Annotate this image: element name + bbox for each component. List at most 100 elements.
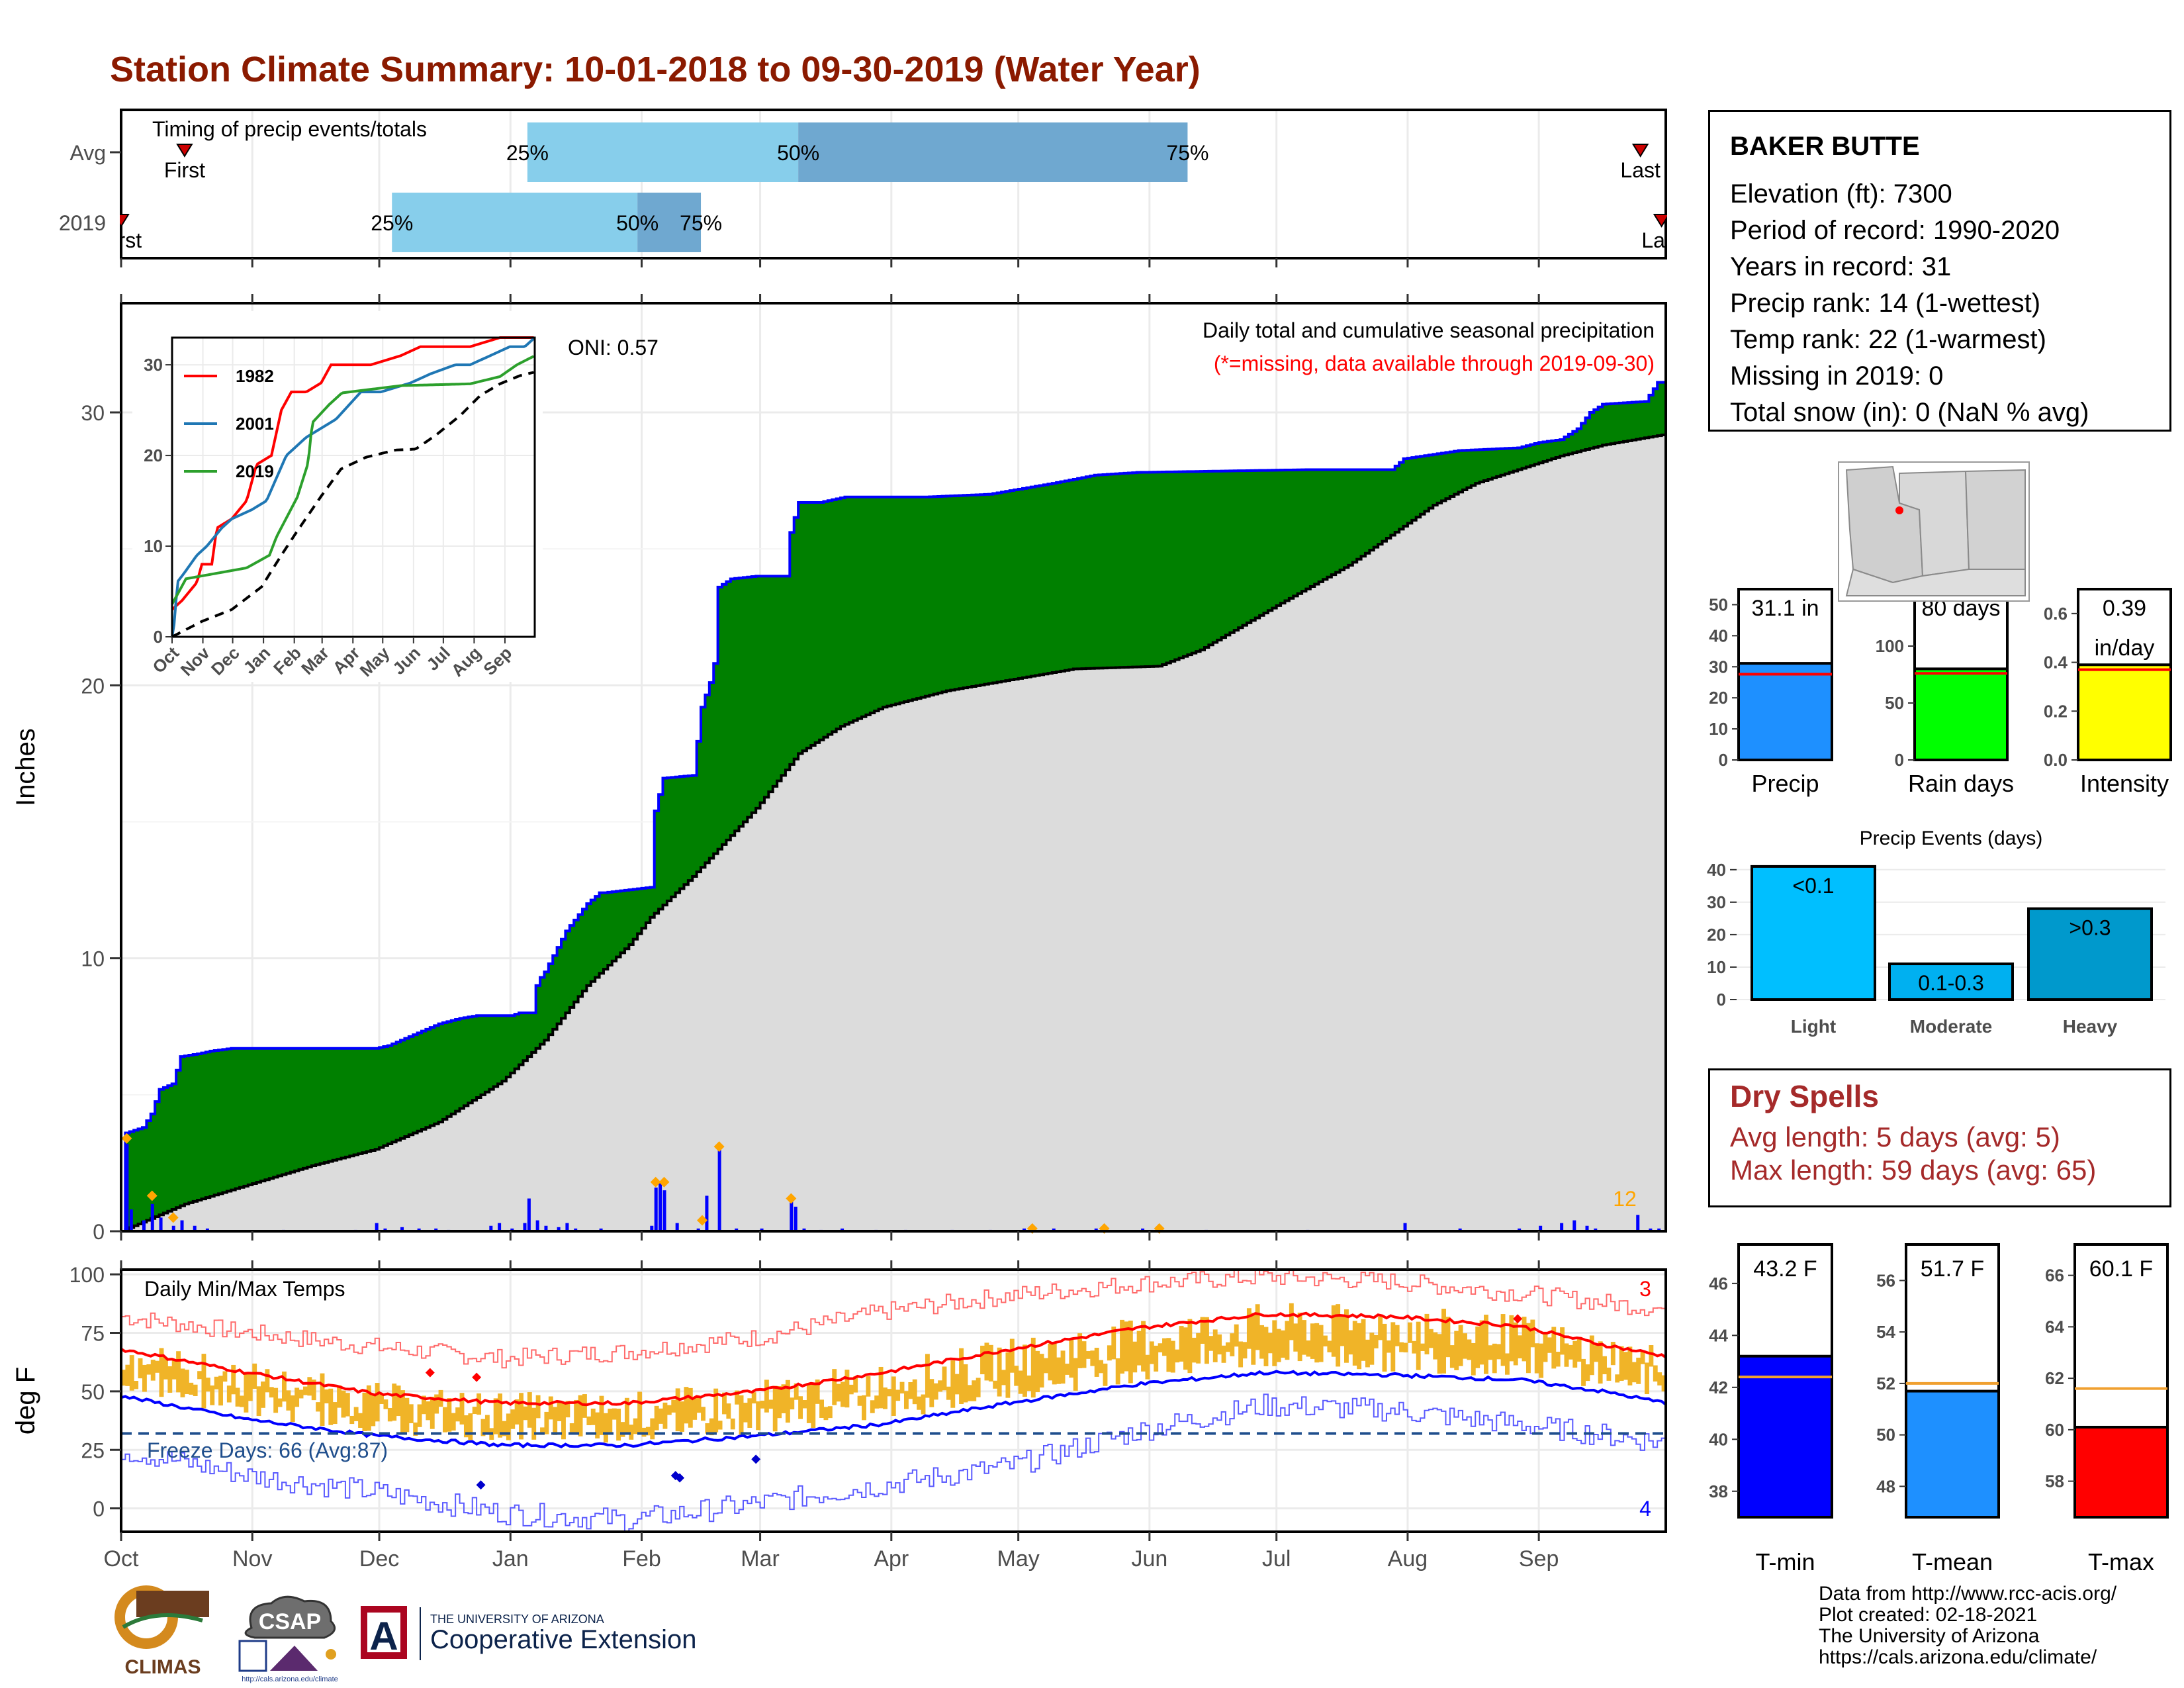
daily-temp-bar [1208, 1336, 1214, 1351]
daily-temp-bar [1361, 1319, 1366, 1361]
daily-precip-bar [1560, 1223, 1564, 1231]
daily-temp-bar [1039, 1354, 1044, 1388]
temps-x-tick-label: May [997, 1546, 1040, 1571]
summary-y-tick-label: 60 [2045, 1420, 2064, 1440]
daily-temp-bar [1145, 1354, 1150, 1380]
daily-temp-bar [1035, 1350, 1040, 1393]
daily-precip-bar [1636, 1215, 1640, 1231]
daily-temp-bar [666, 1405, 672, 1415]
daily-temp-bar [1352, 1321, 1357, 1366]
inset-legend-label: 1982 [236, 366, 274, 386]
credit-plot-created: Plot created: 02-18-2021 [1819, 1604, 2038, 1626]
daily-precip-bar [696, 1228, 700, 1231]
daily-temp-bar [1327, 1340, 1332, 1352]
timing-bar-25-50 [527, 122, 799, 182]
daily-temp-bar [1191, 1337, 1197, 1363]
daily-temp-bar [967, 1385, 972, 1401]
station-temp-rank: Temp rank: 22 (1-warmest) [1730, 325, 2046, 354]
daily-temp-bar [1230, 1333, 1235, 1356]
daily-temp-bar [1594, 1345, 1599, 1362]
precip-frame [120, 302, 1667, 1233]
daily-temp-bar [696, 1397, 702, 1413]
daily-temp-bar [1458, 1325, 1463, 1366]
events-bar-heavy [2027, 907, 2153, 1001]
daily-temp-bar [870, 1400, 875, 1413]
summary-name-label: Intensity [2080, 770, 2169, 797]
daily-temp-bar [1598, 1341, 1603, 1384]
daily-temp-bar [514, 1399, 520, 1425]
daily-temp-bar [1373, 1335, 1379, 1348]
ua-cooperative-extension-logo: A THE UNIVERSITY OF ARIZONA Cooperative … [357, 1601, 741, 1667]
summary-value-label: 0.39 [2103, 596, 2146, 621]
daily-precip-bar [1657, 1228, 1661, 1231]
daily-temp-bar [984, 1342, 989, 1381]
summary-name-label: T-mean [1912, 1548, 1993, 1575]
daily-temp-bar [680, 1401, 684, 1432]
daily-temp-bar [1564, 1343, 1569, 1367]
daily-temp-bar [417, 1404, 422, 1427]
daily-temp-bar [1225, 1342, 1230, 1352]
daily-temp-bar [848, 1384, 854, 1395]
daily-precip-bar [400, 1227, 404, 1231]
daily-temp-bar [917, 1396, 922, 1410]
daily-temp-bar [1525, 1323, 1531, 1374]
daily-temp-bar [950, 1360, 956, 1408]
daily-temp-bar [1407, 1322, 1412, 1343]
daily-precip-bar [523, 1223, 527, 1231]
daily-temp-bar [1576, 1336, 1582, 1362]
events-bar-light [1751, 865, 1876, 1002]
timing-bar-50-75 [637, 193, 702, 252]
summary-value-bar [1913, 667, 2009, 762]
daily-temp-bar [1069, 1339, 1074, 1378]
daily-temp-bar [1221, 1345, 1226, 1363]
precip-subtitle: (*=missing, data available through 2019-… [1214, 352, 1655, 375]
daily-temp-bar [891, 1376, 896, 1417]
daily-temp-bar [1048, 1343, 1053, 1381]
summary-value-label-2: in/day [2095, 635, 2155, 661]
daily-temp-bar [125, 1364, 130, 1386]
precip-title: Daily total and cumulative seasonal prec… [1203, 318, 1655, 342]
daily-temp-bar [1513, 1322, 1518, 1366]
daily-temp-bar [197, 1371, 202, 1380]
temps-x-tick-label: Aug [1388, 1546, 1428, 1571]
daily-temp-bar [688, 1387, 693, 1428]
daily-temp-bar [827, 1406, 833, 1419]
events-y-tick-label: 40 [1707, 860, 1726, 880]
daily-temp-bar [1336, 1304, 1341, 1367]
daily-temp-bar [371, 1395, 376, 1427]
daily-temp-bar [1399, 1342, 1404, 1352]
timing-bar-50-75 [798, 122, 1188, 182]
inset-line-2001 [171, 337, 535, 637]
daily-temp-bar [790, 1397, 795, 1410]
daily-temp-bar [735, 1390, 740, 1405]
daily-precip-bar [159, 1217, 163, 1231]
summary-y-tick-label: 44 [1709, 1325, 1728, 1345]
daily-temp-bar [1204, 1317, 1209, 1364]
summary-y-tick-label: 20 [1709, 688, 1728, 708]
daily-temp-bar [1115, 1358, 1120, 1385]
daily-temp-bar [705, 1423, 710, 1434]
daily-temp-bar [1314, 1323, 1320, 1363]
precip-y-tick-label: 30 [81, 401, 105, 425]
daily-temp-bar [180, 1368, 185, 1397]
summary-value-bar [1905, 1389, 2000, 1519]
daily-temp-bar [302, 1386, 308, 1395]
daily-precip-bar [794, 1206, 797, 1231]
daily-temp-bar [1187, 1319, 1193, 1374]
daily-temp-bar [345, 1393, 350, 1417]
daily-temp-bar [1018, 1370, 1023, 1394]
daily-precip-bar [171, 1225, 175, 1231]
daily-temp-bar [506, 1413, 511, 1440]
daily-temp-bar [214, 1376, 219, 1389]
daily-temp-bar [1272, 1320, 1277, 1366]
precip-y-axis-label: Inches [11, 728, 40, 806]
summary-value-label: 60.1 F [2089, 1256, 2153, 1282]
daily-temp-bar [240, 1395, 244, 1407]
daily-temp-bar [1424, 1313, 1430, 1354]
daily-temp-bar [1064, 1364, 1069, 1375]
daily-temp-bar [1132, 1341, 1138, 1373]
daily-temp-bar [1149, 1341, 1154, 1364]
summary-y-tick-label: 50 [1709, 594, 1728, 614]
